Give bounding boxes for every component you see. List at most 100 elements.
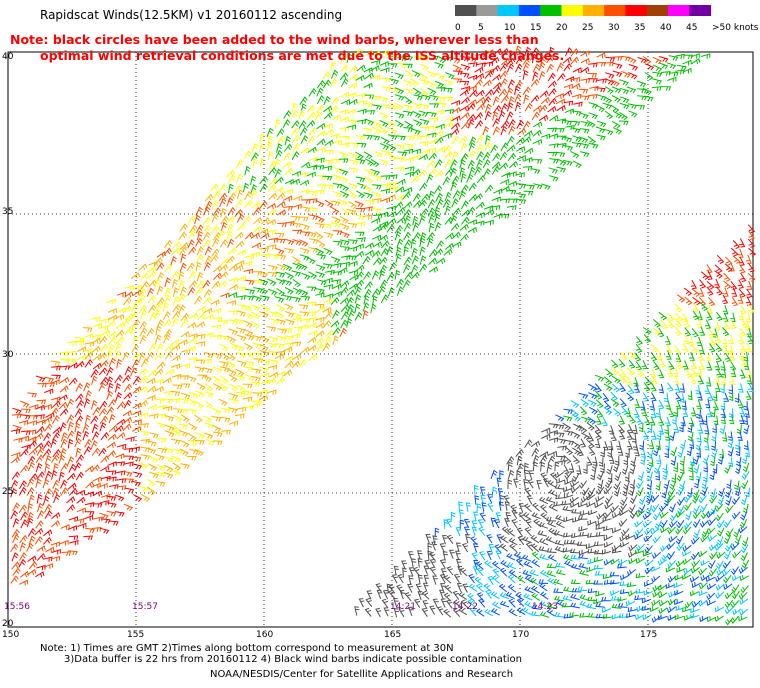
wind-barb bbox=[706, 311, 713, 321]
wind-barb bbox=[460, 173, 467, 183]
wind-barb bbox=[74, 437, 82, 448]
wind-barb bbox=[276, 209, 287, 216]
wind-barb bbox=[595, 531, 606, 537]
wind-barb bbox=[107, 433, 117, 441]
wind-barb bbox=[298, 304, 309, 310]
wind-barb bbox=[527, 470, 534, 480]
wind-barb bbox=[356, 92, 366, 99]
wind-barb bbox=[460, 152, 469, 162]
wind-barb bbox=[673, 375, 680, 385]
wind-barb bbox=[100, 455, 110, 464]
wind-barb bbox=[707, 391, 714, 401]
wind-barb bbox=[451, 175, 460, 185]
map-frame bbox=[7, 51, 754, 628]
wind-barb bbox=[602, 613, 613, 619]
wind-barb bbox=[722, 560, 732, 569]
wind-barb bbox=[682, 59, 692, 66]
wind-barb bbox=[331, 216, 341, 224]
wind-barb bbox=[444, 191, 452, 202]
wind-barb bbox=[620, 368, 627, 378]
wind-barb bbox=[340, 280, 350, 288]
wind-barb bbox=[186, 345, 196, 352]
wind-barb bbox=[500, 198, 511, 204]
wind-barb bbox=[530, 94, 540, 103]
wind-barb bbox=[195, 286, 204, 296]
wind-barb bbox=[156, 464, 167, 472]
wind-barb bbox=[242, 182, 250, 193]
wind-barb bbox=[698, 599, 708, 607]
wind-barb bbox=[697, 391, 703, 401]
wind-barb bbox=[189, 391, 199, 399]
wind-barb bbox=[636, 487, 644, 497]
wind-barb bbox=[539, 455, 548, 464]
wind-barb bbox=[547, 105, 557, 113]
wind-barb bbox=[395, 246, 402, 257]
wind-barb bbox=[156, 422, 166, 429]
wind-barb bbox=[532, 454, 540, 465]
wind-barb bbox=[74, 422, 81, 433]
wind-barb bbox=[453, 599, 462, 608]
wind-barb bbox=[595, 613, 606, 619]
wind-barb bbox=[164, 294, 172, 304]
wind-barb bbox=[197, 312, 206, 321]
wind-barb bbox=[475, 561, 484, 570]
wind-barb bbox=[163, 328, 172, 338]
wind-barb bbox=[259, 247, 269, 253]
wind-barb bbox=[693, 478, 700, 489]
wind-barb bbox=[428, 167, 438, 176]
wind-barb bbox=[549, 175, 559, 182]
wind-barb bbox=[242, 390, 253, 397]
colorbar-swatch bbox=[518, 5, 541, 16]
wind-barb bbox=[323, 277, 333, 284]
wind-barb bbox=[149, 432, 159, 439]
wind-barb bbox=[259, 133, 266, 144]
wind-barb bbox=[508, 569, 518, 578]
wind-barb bbox=[532, 138, 543, 145]
wind-barb bbox=[292, 353, 302, 361]
wind-barb bbox=[37, 382, 47, 388]
wind-barb bbox=[451, 56, 461, 64]
wind-barb bbox=[387, 182, 397, 188]
wind-barb bbox=[511, 509, 518, 519]
wind-barb bbox=[669, 480, 677, 491]
wind-barb bbox=[467, 598, 476, 608]
wind-barb bbox=[308, 127, 318, 136]
wind-barb bbox=[596, 120, 607, 128]
footer-line-1: Note: 1) Times are GMT 2)Times along bot… bbox=[40, 643, 454, 654]
wind-barb bbox=[107, 461, 117, 467]
wind-barb bbox=[644, 72, 654, 81]
wind-barb bbox=[586, 501, 596, 508]
wind-barb bbox=[524, 527, 532, 537]
wind-barb bbox=[555, 494, 565, 500]
wind-barb bbox=[322, 319, 332, 329]
wind-barb bbox=[99, 400, 108, 410]
wind-barb bbox=[553, 588, 563, 593]
wind-barb bbox=[522, 56, 532, 65]
wind-barb bbox=[724, 464, 732, 474]
wind-barb bbox=[154, 368, 164, 376]
wind-barb bbox=[410, 238, 417, 249]
wind-barb bbox=[355, 264, 365, 272]
wind-barb bbox=[707, 534, 717, 542]
wind-barb bbox=[107, 314, 118, 321]
wind-barb bbox=[635, 557, 646, 564]
wind-barb bbox=[715, 512, 724, 522]
wind-barb bbox=[26, 542, 34, 552]
wind-barb bbox=[507, 469, 515, 480]
wind-barb bbox=[467, 56, 478, 63]
wind-barb bbox=[651, 86, 662, 92]
wind-barb bbox=[227, 352, 236, 361]
wind-barb bbox=[220, 215, 229, 225]
wind-barb bbox=[428, 266, 439, 273]
wind-barb bbox=[745, 320, 752, 331]
wind-barb bbox=[125, 436, 135, 442]
wind-barb bbox=[139, 334, 147, 345]
wind-barb bbox=[180, 331, 190, 338]
wind-barb bbox=[589, 406, 599, 415]
wind-barb bbox=[396, 178, 406, 185]
wind-barb bbox=[471, 520, 478, 530]
wind-barb bbox=[629, 464, 636, 475]
wind-barb bbox=[379, 159, 389, 166]
wind-barb bbox=[538, 61, 546, 72]
wind-barb bbox=[434, 129, 444, 137]
